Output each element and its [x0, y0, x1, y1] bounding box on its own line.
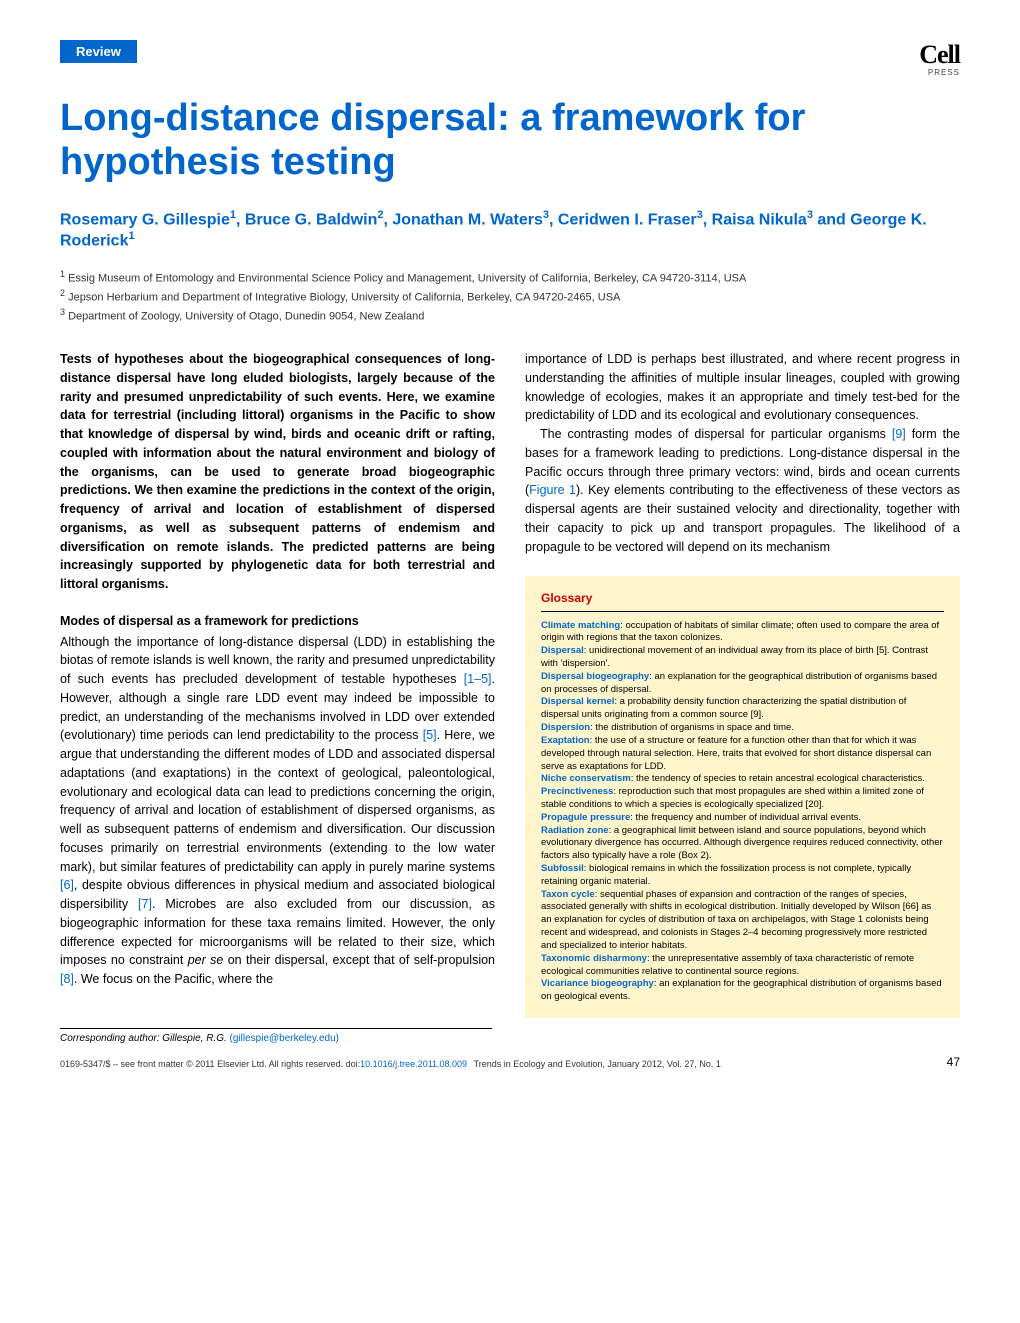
footer-left: 0169-5347/$ – see front matter © 2011 El…	[60, 1059, 721, 1069]
glossary-entry: Precinctiveness: reproduction such that …	[541, 786, 944, 812]
glossary-entry: Exaptation: the use of a structure or fe…	[541, 735, 944, 773]
glossary-rule	[541, 611, 944, 612]
glossary-entry: Vicariance biogeography: an explanation …	[541, 978, 944, 1004]
glossary-entry: Dispersal: unidirectional movement of an…	[541, 645, 944, 671]
glossary-title: Glossary	[541, 590, 944, 606]
glossary-entry: Taxon cycle: sequential phases of expans…	[541, 889, 944, 953]
footer-doi: 10.1016/j.tree.2011.08.009	[360, 1059, 467, 1069]
left-column: Tests of hypotheses about the biogeograp…	[60, 350, 495, 1018]
affiliation-2: 2 Jepson Herbarium and Department of Int…	[60, 287, 960, 306]
footer-journal: Trends in Ecology and Evolution, January…	[474, 1059, 721, 1069]
glossary-entry: Dispersal kernel: a probability density …	[541, 696, 944, 722]
body-paragraph-1: Although the importance of long-distance…	[60, 633, 495, 989]
page-number: 47	[947, 1055, 960, 1069]
body-paragraph-3: The contrasting modes of dispersal for p…	[525, 425, 960, 556]
glossary-entry: Niche conservatism: the tendency of spec…	[541, 773, 944, 786]
glossary-items: Climate matching: occupation of habitats…	[541, 620, 944, 1004]
corresponding-label: Corresponding author:	[60, 1033, 160, 1044]
glossary-entry: Dispersal biogeography: an explanation f…	[541, 671, 944, 697]
article-title: Long-distance dispersal: a framework for…	[60, 97, 960, 184]
glossary-entry: Taxonomic disharmony: the unrepresentati…	[541, 953, 944, 979]
glossary-entry: Climate matching: occupation of habitats…	[541, 620, 944, 646]
glossary-box: Glossary Climate matching: occupation of…	[525, 576, 960, 1018]
two-column-layout: Tests of hypotheses about the biogeograp…	[60, 350, 960, 1018]
body-paragraph-2: importance of LDD is perhaps best illust…	[525, 350, 960, 425]
footer-copyright: 0169-5347/$ – see front matter © 2011 El…	[60, 1059, 360, 1069]
logo-text: Cell	[919, 40, 960, 70]
affiliations-block: 1 Essig Museum of Entomology and Environ…	[60, 268, 960, 325]
glossary-entry: Propagule pressure: the frequency and nu…	[541, 812, 944, 825]
corresponding-email: (gillespie@berkeley.edu)	[230, 1033, 339, 1044]
glossary-entry: Dispersion: the distribution of organism…	[541, 722, 944, 735]
corresponding-name: Gillespie, R.G.	[162, 1033, 226, 1044]
abstract-text: Tests of hypotheses about the biogeograp…	[60, 350, 495, 594]
corresponding-author: Corresponding author: Gillespie, R.G. (g…	[60, 1028, 492, 1044]
glossary-entry: Radiation zone: a geographical limit bet…	[541, 825, 944, 863]
logo-subtext: PRESS	[928, 68, 960, 77]
glossary-entry: Subfossil: biological remains in which t…	[541, 863, 944, 889]
publisher-logo: Cell PRESS	[919, 40, 960, 77]
affiliation-3: 3 Department of Zoology, University of O…	[60, 306, 960, 325]
header-row: Review Cell PRESS	[60, 40, 960, 77]
review-badge: Review	[60, 40, 137, 63]
section-heading: Modes of dispersal as a framework for pr…	[60, 612, 495, 631]
right-column: importance of LDD is perhaps best illust…	[525, 350, 960, 1018]
affiliation-1: 1 Essig Museum of Entomology and Environ…	[60, 268, 960, 287]
authors-line: Rosemary G. Gillespie1, Bruce G. Baldwin…	[60, 209, 960, 250]
footer-line: 0169-5347/$ – see front matter © 2011 El…	[60, 1059, 960, 1069]
